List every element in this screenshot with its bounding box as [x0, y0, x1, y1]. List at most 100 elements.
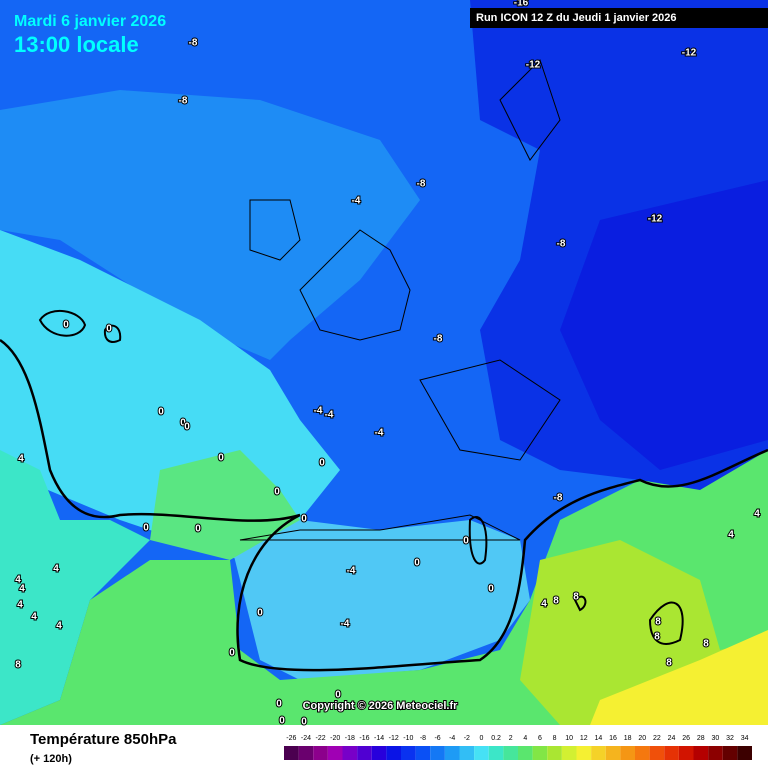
contour-label: -4: [347, 566, 356, 577]
run-box: [470, 8, 768, 28]
scale-swatch: [327, 746, 343, 760]
scale-swatch: [547, 746, 562, 760]
contour-label: -16: [514, 0, 529, 9]
contour-label: 4: [17, 600, 23, 611]
contour-label: -8: [189, 38, 198, 49]
scale-label: 28: [697, 735, 705, 742]
scale-label: 10: [565, 735, 573, 742]
scale-swatch: [722, 746, 738, 760]
scale-swatch: [342, 746, 358, 760]
scale-swatch: [430, 746, 445, 760]
contour-label: 8: [655, 617, 661, 628]
scale-swatch: [635, 746, 650, 760]
scale-swatch: [415, 746, 431, 760]
contour-label: 0: [319, 458, 325, 469]
contour-label: 0: [143, 523, 149, 534]
scale-label: 24: [668, 735, 676, 742]
scale-swatch: [474, 746, 489, 760]
scale-label: -20: [330, 735, 340, 742]
contour-label: -8: [434, 334, 443, 345]
scale-label: 0.2: [491, 735, 501, 742]
cold-core: [560, 180, 768, 470]
time: 13:00 locale: [14, 32, 139, 57]
scale-swatch: [357, 746, 372, 760]
contour-label: -4: [352, 196, 361, 207]
scale-label: -2: [464, 735, 470, 742]
contour-label: 8: [666, 658, 672, 669]
contour-label: 4: [15, 575, 21, 586]
contour-label: -12: [682, 48, 697, 59]
scale-swatch: [591, 746, 606, 760]
scale-label: 26: [682, 735, 690, 742]
contour-label: 4: [31, 612, 37, 623]
scale-swatch: [620, 746, 635, 760]
contour-label: -8: [554, 493, 563, 504]
scale-label: 20: [638, 735, 646, 742]
scale-swatch: [561, 746, 577, 760]
scale-label: 6: [538, 735, 542, 742]
contour-label: 0: [276, 699, 282, 710]
contour-label: -8: [417, 179, 426, 190]
scale-label: 30: [712, 735, 720, 742]
scale-label: -22: [316, 735, 326, 742]
contour-label: 0: [106, 324, 112, 335]
scale-swatch: [518, 746, 533, 760]
contour-label: 0: [158, 407, 164, 418]
scale-label: 4: [523, 735, 527, 742]
footer-lead: (+ 120h): [30, 753, 72, 765]
scale-swatch: [298, 746, 314, 760]
scale-swatch: [576, 746, 592, 760]
contour-label: 0: [218, 453, 224, 464]
scale-label: -16: [359, 735, 369, 742]
contour-label: 0: [488, 584, 494, 595]
scale-label: -4: [449, 735, 455, 742]
north-africa-west: [150, 450, 300, 560]
contour-label: -4: [375, 428, 384, 439]
scale-label: 8: [553, 735, 557, 742]
contour-label: 0: [180, 418, 186, 429]
scale-swatch: [503, 746, 518, 760]
contour-label: 0: [279, 716, 285, 727]
scale-label: 0: [479, 735, 483, 742]
scale-label: 22: [653, 735, 661, 742]
scale-label: 14: [595, 735, 603, 742]
contour-label: 8: [654, 632, 660, 643]
scale-label: -18: [345, 735, 355, 742]
scale-swatch: [459, 746, 475, 760]
contour-label: 0: [63, 320, 69, 331]
contour-label: 8: [573, 592, 579, 603]
contour-label: 0: [274, 487, 280, 498]
contour-label: -12: [648, 214, 663, 225]
contour-label: 8: [553, 596, 559, 607]
scale-swatch: [386, 746, 401, 760]
atlantic-teal: [0, 450, 150, 725]
scale-label: 34: [741, 735, 749, 742]
scale-swatch: [488, 746, 504, 760]
light-blue-zone: [0, 90, 420, 360]
contour-label: 4: [56, 621, 62, 632]
scale-label: -6: [434, 735, 440, 742]
scale-swatch: [664, 746, 679, 760]
contour-label: 4: [18, 454, 24, 465]
scale-swatch: [605, 746, 621, 760]
contour-label: 0: [257, 608, 263, 619]
scale-label: -12: [389, 735, 399, 742]
scale-label: 12: [580, 735, 588, 742]
iberia-zone: [230, 520, 530, 680]
coastline: [239, 59, 561, 541]
scale-swatch: [313, 746, 328, 760]
zero-contour-islands: [38, 309, 684, 645]
contour-label: 4: [19, 584, 25, 595]
contour-label: 0: [335, 690, 341, 701]
date: Mardi 6 janvier 2026: [14, 13, 166, 30]
contour-label: 4: [754, 509, 760, 520]
scale-label: 32: [726, 735, 734, 742]
scale-label: -10: [403, 735, 413, 742]
zero-contour: [0, 338, 768, 672]
footer-title: Température 850hPa: [30, 731, 177, 748]
run: Run ICON 12 Z du Jeudi 1 janvier 2026: [476, 12, 677, 24]
scale-label: -26: [286, 735, 296, 742]
contour-label: 4: [53, 564, 59, 575]
copyright: Copyright © 2026 Meteociel.fr: [303, 700, 459, 712]
